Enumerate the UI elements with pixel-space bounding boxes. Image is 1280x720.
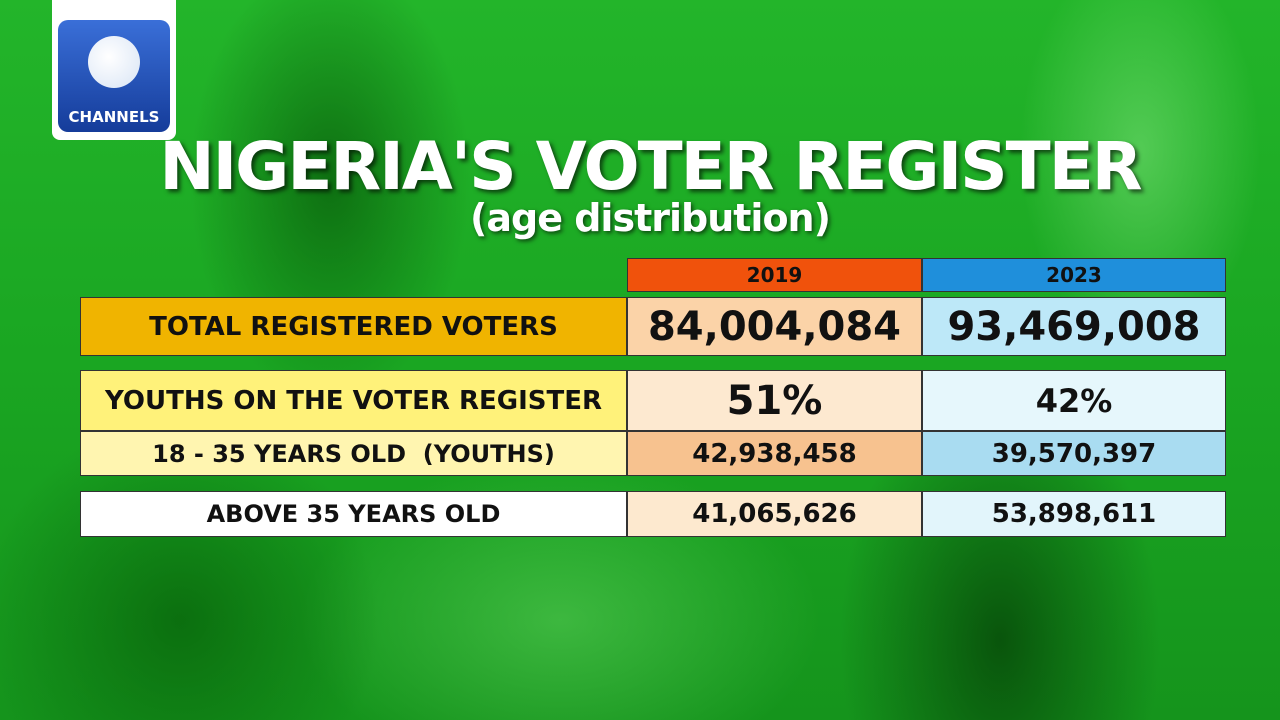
logo-globe [88, 36, 140, 88]
row-label: 18 - 35 YEARS OLD (YOUTHS) [80, 431, 627, 476]
cell-value: 84,004,084 [627, 297, 922, 356]
cell-value: 93,469,008 [922, 297, 1226, 356]
cell-value: 53,898,611 [922, 491, 1226, 537]
row-label: TOTAL REGISTERED VOTERS [80, 297, 627, 356]
cell-value: 51% [627, 370, 922, 431]
column-header: 2023 [922, 258, 1226, 292]
cell-value: 42,938,458 [627, 431, 922, 476]
row-label: YOUTHS ON THE VOTER REGISTER [80, 370, 627, 431]
logo-text: CHANNELS [68, 108, 160, 126]
cell-value: 41,065,626 [627, 491, 922, 537]
title: NIGERIA'S VOTER REGISTER [159, 128, 1142, 205]
subtitle: (age distribution) [470, 196, 831, 240]
logo-badge: CHANNELS [58, 20, 170, 132]
logo: CHANNELS [52, 0, 176, 140]
row-label: ABOVE 35 YEARS OLD [80, 491, 627, 537]
column-header: 2019 [627, 258, 922, 292]
cell-value: 42% [922, 370, 1226, 431]
cell-value: 39,570,397 [922, 431, 1226, 476]
